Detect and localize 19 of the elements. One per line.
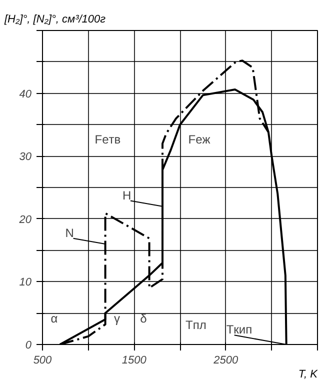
y-tick-label: 0 [25, 340, 32, 352]
x-tick-label: 2500 [212, 354, 239, 366]
y-tick-label: 10 [19, 276, 32, 289]
y-tick-label: 20 [18, 214, 32, 226]
annotation: H [122, 188, 132, 202]
y-tick-label: 40 [19, 88, 32, 100]
annotation: γ [114, 312, 120, 326]
annotation: δ [140, 312, 148, 326]
x-tick-label: 500 [33, 354, 53, 366]
annotation: Feтв [94, 132, 121, 147]
y-tick-label: 30 [19, 151, 32, 164]
x-tick-label: 1500 [122, 354, 148, 366]
y-axis-title: [H₂]°, [N₂]°, см³/100г [4, 14, 106, 26]
annotation: Tпл [186, 318, 206, 332]
annotation: Feж [188, 132, 210, 147]
annotation: α [50, 312, 58, 326]
x-axis-title: T, K [298, 368, 318, 380]
annotation: N [65, 226, 74, 240]
annotation: Tкип [226, 322, 252, 336]
